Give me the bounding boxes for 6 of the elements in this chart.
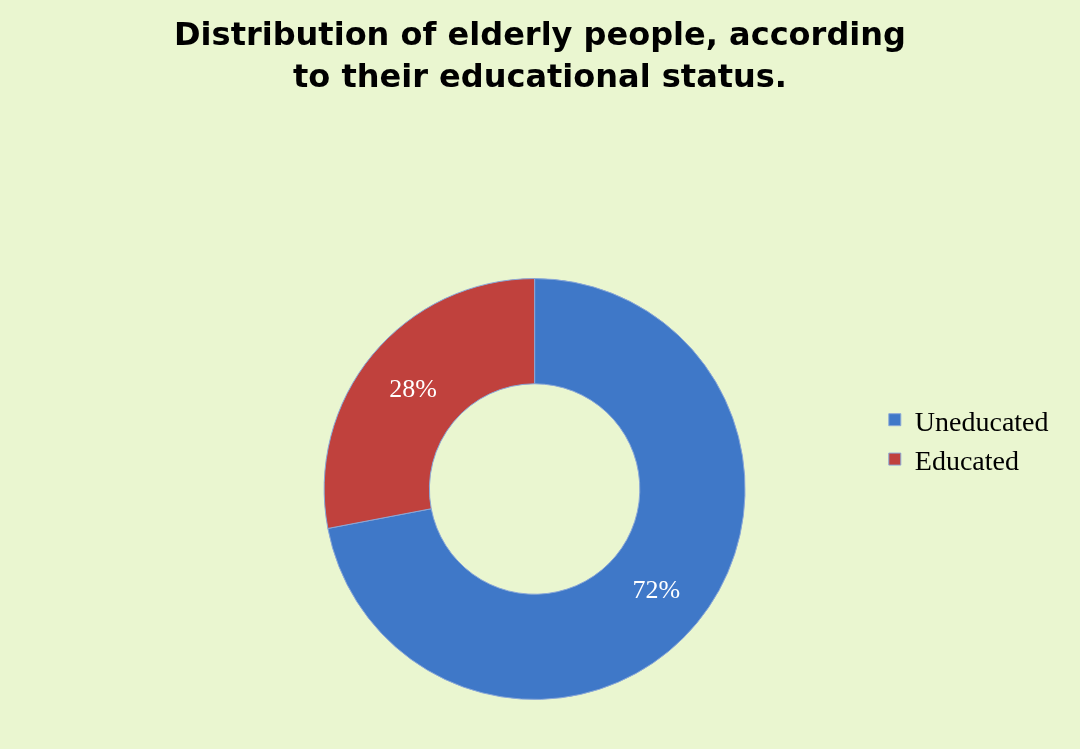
data-label: 72% [632, 575, 681, 605]
data-label: 28% [389, 373, 437, 403]
legend-label: Educated [914, 445, 1019, 477]
legend-label: Uneducated [914, 405, 1049, 437]
donut-slice [327, 278, 746, 700]
chart-title: Distribution of elderly people, according to their educational status. [174, 14, 906, 95]
